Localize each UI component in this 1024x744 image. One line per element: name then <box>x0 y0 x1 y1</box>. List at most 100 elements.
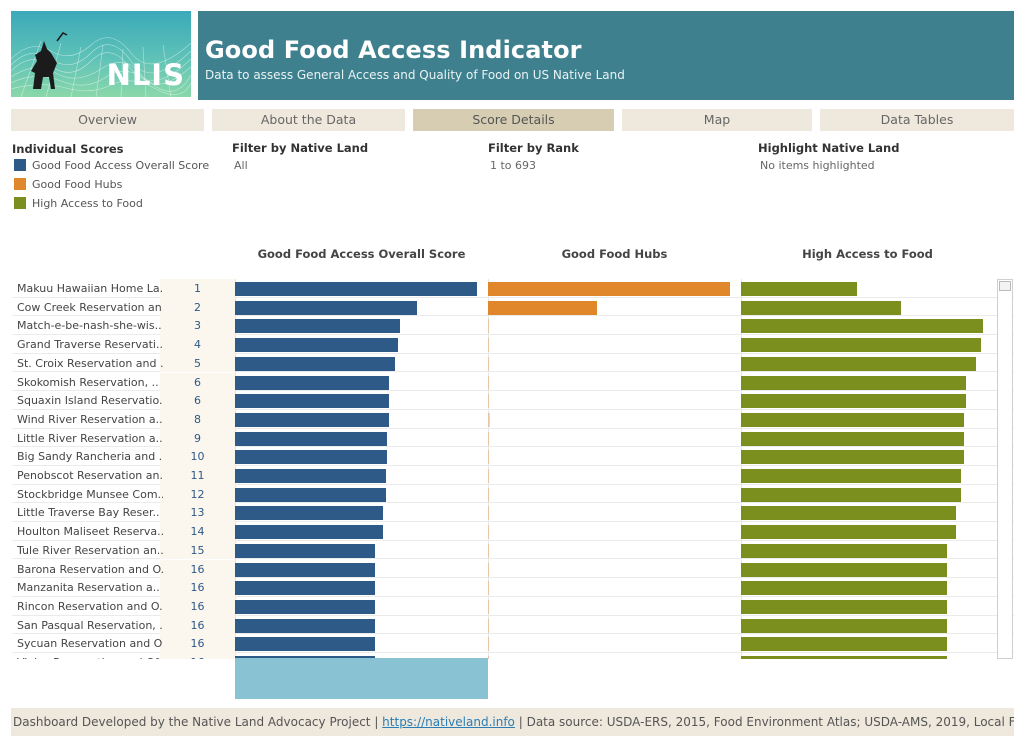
bar-access[interactable] <box>741 431 964 446</box>
footer-link[interactable]: https://nativeland.info <box>382 715 515 729</box>
bar-hubs[interactable] <box>488 562 489 577</box>
table-row[interactable]: Squaxin Island Reservatio.. 6 <box>12 391 1014 410</box>
bar-hubs[interactable] <box>488 525 489 540</box>
tab-overview[interactable]: Overview <box>11 109 204 131</box>
table-row[interactable]: San Pasqual Reservation, .. 16 <box>12 615 1014 635</box>
table-row[interactable]: Match-e-be-nash-she-wis.. 3 <box>12 316 1014 336</box>
table-row[interactable]: Rincon Reservation and O.. 16 <box>12 596 1014 616</box>
bar-overall[interactable] <box>235 599 376 614</box>
bar-overall[interactable] <box>235 319 400 334</box>
table-row[interactable]: St. Croix Reservation and .. 5 <box>12 353 1014 373</box>
tab-map[interactable]: Map <box>622 109 812 131</box>
bar-access[interactable] <box>741 375 967 390</box>
bar-overall[interactable] <box>235 356 395 371</box>
tab-score-details[interactable]: Score Details <box>413 109 614 131</box>
bar-overall[interactable] <box>235 300 417 315</box>
table-row[interactable]: Little Traverse Bay Reser.. 13 <box>12 503 1014 523</box>
bar-access[interactable] <box>741 525 957 540</box>
bar-access[interactable] <box>741 412 964 427</box>
bar-hubs[interactable] <box>488 431 489 446</box>
filter-rank-value[interactable]: 1 to 693 <box>490 159 537 172</box>
bar-hubs[interactable] <box>488 469 489 483</box>
bar-access[interactable] <box>741 450 964 465</box>
bar-access[interactable] <box>741 394 967 409</box>
bar-hubs[interactable] <box>488 581 489 596</box>
bar-overall[interactable] <box>235 338 399 353</box>
table-row[interactable]: Houlton Maliseet Reserva.. 14 <box>12 522 1014 541</box>
table-row[interactable]: Sycuan Reservation and O.. 16 <box>12 634 1014 653</box>
bar-overall[interactable] <box>235 562 376 577</box>
scrollbar-thumb[interactable] <box>999 281 1011 291</box>
table-row[interactable]: Skokomish Reservation, .. 6 <box>12 372 1014 392</box>
filter-native-land[interactable]: Filter by Native Land All <box>232 141 472 172</box>
bar-access[interactable] <box>741 282 858 296</box>
bar-overall[interactable] <box>235 581 376 596</box>
highlight-native-land[interactable]: Highlight Native Land No items highlight… <box>758 141 1008 172</box>
bar-overall[interactable] <box>235 450 388 465</box>
table-row[interactable]: Barona Reservation and O.. 16 <box>12 559 1014 579</box>
bar-access[interactable] <box>741 338 981 353</box>
legend-item-overall[interactable]: Good Food Access Overall Score <box>14 158 209 172</box>
bar-access[interactable] <box>741 599 947 614</box>
table-row[interactable]: Stockbridge Munsee Com.. 12 <box>12 484 1014 504</box>
bar-overall[interactable] <box>235 431 388 446</box>
bar-hubs[interactable] <box>488 543 489 558</box>
table-row[interactable]: Penobscot Reservation an.. 11 <box>12 466 1014 485</box>
bar-hubs[interactable] <box>488 599 489 614</box>
table-row[interactable]: Grand Traverse Reservati.. 4 <box>12 335 1014 354</box>
bar-overall[interactable] <box>235 394 389 409</box>
bar-overall[interactable] <box>235 543 376 558</box>
bar-overall[interactable] <box>235 375 389 390</box>
bar-overall[interactable] <box>235 637 376 652</box>
bar-access[interactable] <box>741 319 983 334</box>
bar-access[interactable] <box>741 543 947 558</box>
legend-item-hubs[interactable]: Good Food Hubs <box>14 177 122 191</box>
bar-hubs[interactable] <box>488 300 597 315</box>
bar-hubs[interactable] <box>488 412 491 427</box>
bar-overall[interactable] <box>235 412 389 427</box>
bar-access[interactable] <box>741 637 947 652</box>
highlight-value[interactable]: No items highlighted <box>760 159 875 172</box>
table-row[interactable]: Big Sandy Rancheria and .. 10 <box>12 447 1014 466</box>
bar-overall[interactable] <box>235 525 383 540</box>
table-row[interactable]: Wind River Reservation a.. 8 <box>12 409 1014 429</box>
bar-access[interactable] <box>741 469 962 483</box>
bar-access[interactable] <box>741 506 957 521</box>
bar-hubs[interactable] <box>488 450 489 465</box>
bar-hubs[interactable] <box>488 506 489 521</box>
bar-hubs[interactable] <box>488 375 489 390</box>
bar-hubs[interactable] <box>488 338 489 353</box>
bar-hubs[interactable] <box>488 656 489 659</box>
tab-data-tables[interactable]: Data Tables <box>820 109 1014 131</box>
bar-access[interactable] <box>741 656 947 659</box>
bar-overall[interactable] <box>235 656 376 659</box>
bar-access[interactable] <box>741 356 976 371</box>
bar-hubs[interactable] <box>488 319 489 334</box>
bar-access[interactable] <box>741 487 962 502</box>
bar-hubs[interactable] <box>488 394 489 409</box>
bar-hubs[interactable] <box>488 487 489 502</box>
bar-overall[interactable] <box>235 618 376 633</box>
bar-hubs[interactable] <box>488 618 489 633</box>
table-row[interactable]: Manzanita Reservation a.. 16 <box>12 578 1014 597</box>
legend-item-access[interactable]: High Access to Food <box>14 196 143 210</box>
tab-about-the-data[interactable]: About the Data <box>212 109 405 131</box>
bar-hubs[interactable] <box>488 282 730 296</box>
bar-overall[interactable] <box>235 487 387 502</box>
table-row[interactable]: Tule River Reservation an.. 15 <box>12 540 1014 560</box>
bar-hubs[interactable] <box>488 637 489 652</box>
table-row[interactable]: Viejas Reservation and Of..16 <box>12 653 1014 659</box>
bar-access[interactable] <box>741 618 947 633</box>
table-row[interactable]: Cow Creek Reservation an.. 2 <box>12 297 1014 317</box>
bar-access[interactable] <box>741 562 947 577</box>
filter-native-land-value[interactable]: All <box>234 159 248 172</box>
bar-hubs[interactable] <box>488 356 489 371</box>
score-table[interactable]: Makuu Hawaiian Home La.. 1 Cow Creek Reser… <box>12 279 1014 659</box>
bar-overall[interactable] <box>235 282 477 296</box>
filter-rank[interactable]: Filter by Rank 1 to 693 <box>488 141 728 172</box>
table-scrollbar[interactable] <box>997 279 1013 659</box>
bar-access[interactable] <box>741 300 901 315</box>
bar-overall[interactable] <box>235 469 387 483</box>
table-row[interactable]: Makuu Hawaiian Home La.. 1 <box>12 279 1014 298</box>
bar-access[interactable] <box>741 581 947 596</box>
